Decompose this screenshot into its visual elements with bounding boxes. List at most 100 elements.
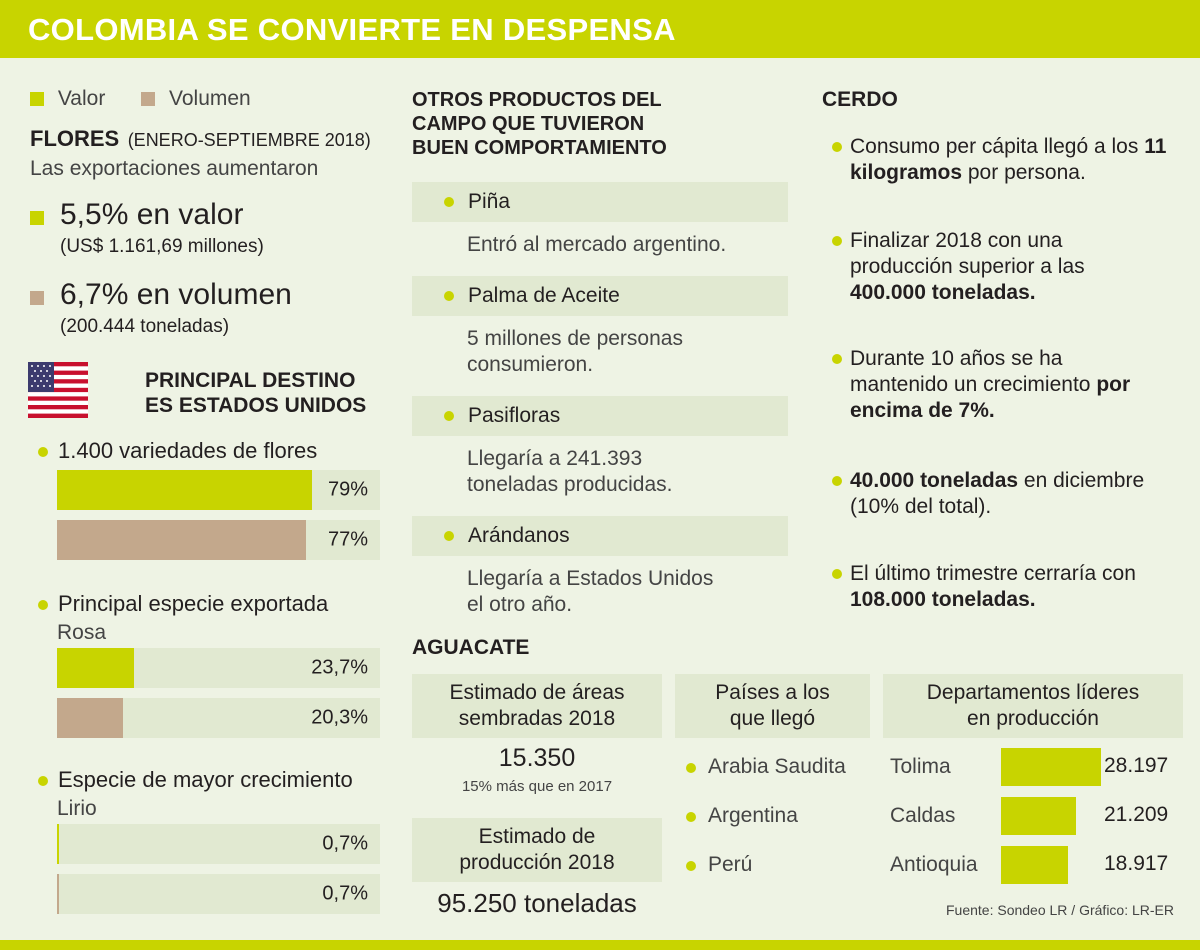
bar-valor	[57, 824, 60, 864]
paises-title-line1: Países a los	[715, 681, 830, 704]
areas-title-line2: sembradas 2018	[458, 707, 616, 730]
otros-item-desc: Entró al mercado argentino.	[467, 233, 727, 256]
cerdo-item-text: Consumo per cápita llegó a los	[850, 135, 1139, 158]
departamentos-title-line2: en producción	[967, 707, 1099, 730]
destino-line1: PRINCIPAL DESTINO	[145, 369, 356, 392]
bar-group-sublabel: Rosa	[57, 621, 107, 644]
cerdo-item-bold: 11 kilogramos	[850, 135, 1167, 184]
otros-item-desc: consumieron.	[467, 353, 594, 376]
header-bar: COLOMBIA SE CONVIERTE EN DESPENSA	[0, 0, 1200, 58]
otros-item-desc: 5 millones de personas	[467, 327, 683, 350]
destino-line2: ES ESTADOS UNIDOS	[145, 394, 367, 417]
bar-valor	[57, 470, 313, 510]
paises-title-line2: que llegó	[729, 707, 816, 730]
flores-subtitle: Las exportaciones aumentaron	[30, 157, 319, 180]
otros-item-desc: Llegaría a Estados Unidos	[467, 567, 714, 590]
otros-item-name: Arándanos	[468, 524, 570, 547]
departamento-name: Tolima	[890, 755, 951, 778]
cerdo-item: Finalizar 2018 con una producción superi…	[832, 228, 1140, 306]
areas-value: 15.350	[498, 744, 576, 772]
areas-box: Estimado de áreas sembradas 2018	[412, 674, 662, 738]
departamento-bar	[1001, 748, 1101, 786]
cerdo-item-bold: por encima de 7%.	[850, 373, 1131, 422]
bullet-icon	[832, 354, 842, 364]
cerdo-item: Consumo per cápita llegó a los 11 kilogr…	[832, 134, 1185, 186]
produccion-title-line1: Estimado de	[478, 825, 596, 848]
otros-item-desc: Llegaría a 241.393	[467, 447, 643, 470]
aguacate-title: AGUACATE	[412, 636, 530, 659]
paises-box: Países a los que llegó	[675, 674, 870, 738]
bar-value-label: 23,7%	[311, 656, 368, 679]
cerdo-item-text: Durante 10 años se ha mantenido un creci…	[850, 347, 1091, 396]
bullet-icon	[444, 197, 454, 207]
bar-track: 77%	[57, 520, 380, 560]
legend-valor-swatch	[30, 92, 44, 107]
bullet-icon	[444, 531, 454, 541]
bullet-icon	[444, 411, 454, 421]
flores-valor-pct: 5,5% en valor	[60, 198, 244, 231]
legend-valor-label: Valor	[57, 87, 106, 110]
bar-volumen	[57, 874, 60, 914]
bullet-icon	[832, 476, 842, 486]
flores-volumen-pct: 6,7% en volumen	[60, 278, 292, 311]
cerdo-item-bold: 400.000 toneladas.	[850, 281, 1036, 304]
otros-item-pina: Piña Entró al mercado argentino.	[412, 182, 788, 258]
bar-valor	[57, 648, 134, 688]
bar-value-label: 0,7%	[322, 882, 368, 905]
bar-group-text: 1.400 variedades de flores	[58, 438, 318, 463]
areas-title-line1: Estimado de áreas	[449, 681, 625, 704]
bullet-icon	[832, 569, 842, 579]
otros-item-header: Pasifloras	[412, 396, 788, 436]
pais-name: Arabia Saudita	[708, 755, 846, 778]
cerdo-item-text: por persona.	[962, 161, 1086, 184]
bar-group-label: 1.400 variedades de flores	[38, 437, 317, 464]
bar-group-label: Especie de mayor crecimiento	[38, 766, 353, 793]
legend-volumen-swatch	[141, 92, 156, 107]
bar-group-sublabel: Lirio	[57, 797, 97, 820]
departamento-value: 28.197	[1104, 754, 1169, 777]
cerdo-item-bold: 40.000 toneladas	[850, 469, 1019, 492]
us-flag-icon	[28, 362, 88, 418]
flores-title: FLORES	[30, 126, 120, 151]
cerdo-item-bold: 108.000 toneladas.	[850, 588, 1036, 611]
otros-title-line1: OTROS PRODUCTOS DEL	[412, 89, 662, 111]
departamentos-title-line1: Departamentos líderes	[926, 681, 1140, 704]
produccion-title-line2: producción 2018	[459, 851, 615, 874]
legend: Valor Volumen	[30, 87, 251, 111]
cerdo-item: El último trimestre cerraría con 108.000…	[832, 561, 1160, 613]
pais-item: Perú	[686, 852, 752, 878]
bar-value-label: 79%	[327, 478, 368, 501]
legend-volumen-label: Volumen	[169, 87, 251, 110]
flores-bar-chart: 1.400 variedades de flores 79% 77% Principa…	[0, 0, 400, 950]
departamento-bar	[1001, 797, 1077, 835]
destino-heading: PRINCIPAL DESTINO ES ESTADOS UNIDOS	[145, 368, 366, 418]
bar-track: 0,7%	[57, 874, 380, 914]
pais-name: Perú	[708, 853, 753, 876]
bar-track: 23,7%	[57, 648, 380, 688]
produccion-box: Estimado de producción 2018	[412, 818, 662, 882]
bullet-icon	[444, 291, 454, 301]
otros-heading: OTROS PRODUCTOS DEL CAMPO QUE TUVIERON B…	[412, 88, 667, 160]
pais-name: Argentina	[708, 804, 798, 827]
cerdo-item: Durante 10 años se ha mantenido un creci…	[832, 346, 1150, 424]
areas-note: 15% más que en 2017	[461, 778, 613, 795]
bar-value-label: 20,3%	[311, 706, 368, 729]
cerdo-item-text: Finalizar 2018 con una producción superi…	[850, 229, 1085, 278]
bullet-icon	[832, 236, 842, 246]
departamento-bar	[1001, 846, 1069, 884]
bar-volumen	[57, 520, 306, 560]
flores-volumen-detail: (200.444 toneladas)	[60, 316, 230, 337]
bar-track: 79%	[57, 470, 380, 510]
flores-heading: FLORES (ENERO-SEPTIEMBRE 2018)	[30, 126, 371, 152]
bar-group-label: Principal especie exportada	[38, 590, 328, 617]
bullet-icon	[38, 776, 48, 787]
departamento-name: Antioquia	[890, 853, 978, 876]
otros-item-name: Piña	[468, 190, 511, 213]
departamentos-box: Departamentos líderes en producción	[883, 674, 1183, 738]
otros-item-name: Palma de Aceite	[468, 284, 620, 307]
otros-item-pasifloras: Pasifloras Llegaría a 241.393 toneladas …	[412, 396, 788, 498]
bullet-icon	[832, 142, 842, 152]
bullet-icon	[686, 861, 696, 871]
cerdo-item-text: en diciembre (10% del total).	[850, 469, 1145, 518]
otros-item-header: Piña	[412, 182, 788, 222]
